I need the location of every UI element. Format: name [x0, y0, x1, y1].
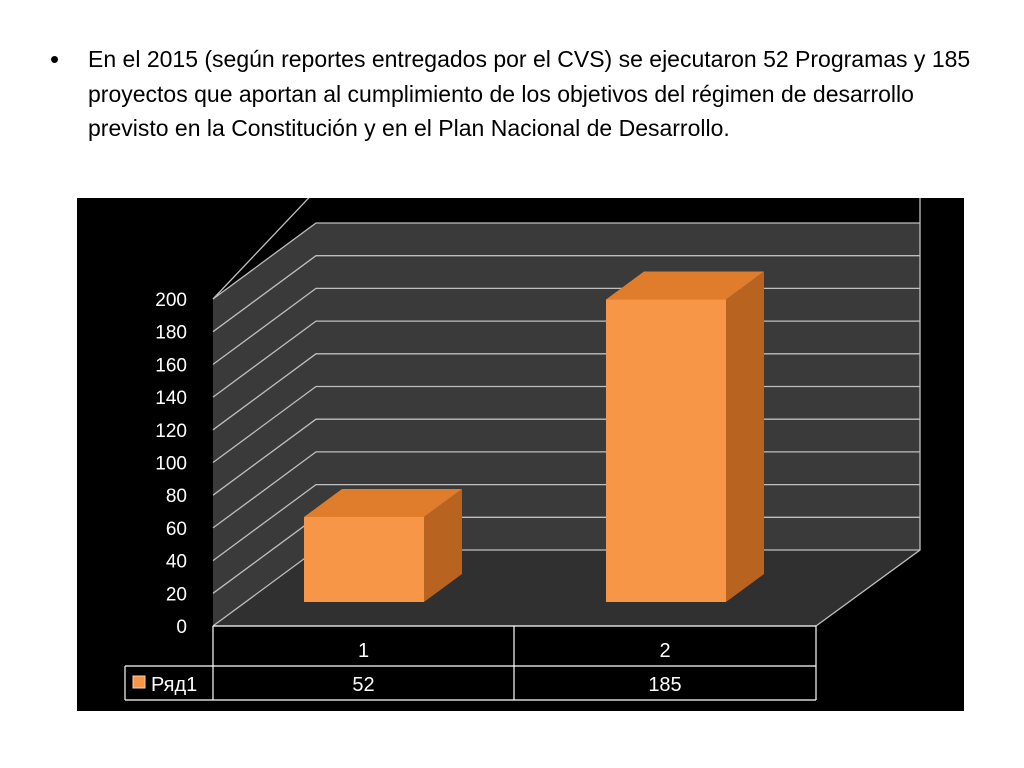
y-tick-label: 140 — [155, 388, 187, 409]
wall-edge — [212, 198, 921, 627]
legend-key — [132, 675, 146, 689]
y-tick-label: 40 — [166, 552, 187, 573]
y-tick-label: 60 — [166, 519, 187, 540]
bar-chart: 0 20 40 60 80 100 120 140 160 180 200 1 2 Ряд1 52 185 — [124, 198, 921, 701]
y-tick-label: 180 — [155, 323, 187, 344]
y-tick-label: 0 — [176, 617, 187, 638]
bar-top — [304, 488, 462, 517]
data-table-value: 185 — [648, 674, 681, 696]
legend-series-name: Ряд1 — [151, 674, 197, 696]
y-tick-label: 100 — [155, 454, 187, 475]
gridline — [212, 255, 920, 333]
bar-2 — [606, 299, 726, 602]
bar-top — [606, 271, 764, 300]
x-category-label: 1 — [358, 640, 369, 662]
bar-side — [424, 488, 462, 602]
data-table-value: 52 — [352, 674, 374, 696]
bullet-text: En el 2015 (según reportes entregados po… — [88, 46, 971, 141]
bullet-marker: • — [50, 44, 60, 74]
y-tick-label: 160 — [155, 355, 187, 376]
x-category-label: 2 — [659, 640, 670, 662]
y-tick-label: 20 — [166, 584, 187, 605]
bar-side — [726, 271, 764, 602]
chart-frame: 0 20 40 60 80 100 120 140 160 180 200 1 2 Ряд1 52 185 — [77, 198, 964, 711]
y-tick-label: 120 — [155, 421, 187, 442]
y-tick-label: 200 — [155, 290, 187, 311]
y-tick-label: 80 — [166, 486, 187, 507]
gridline — [212, 222, 920, 300]
bar-1 — [304, 516, 424, 602]
